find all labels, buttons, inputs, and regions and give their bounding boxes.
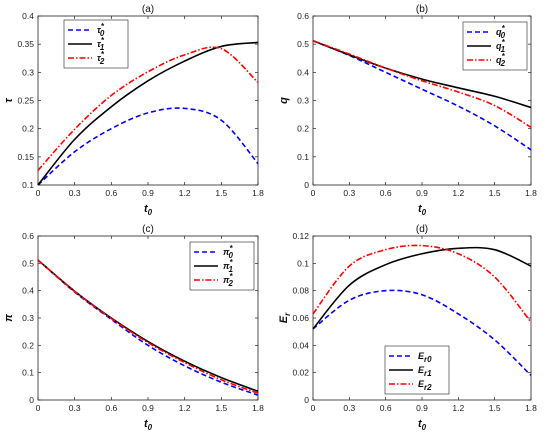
legend-entry-0: π* 0 xyxy=(223,244,234,260)
x-tick-label: 0 xyxy=(36,403,41,413)
y-tick-label: 0 xyxy=(304,395,309,405)
y-tick-label: 0.35 xyxy=(17,39,34,49)
y-tick-label: 0.6 xyxy=(22,231,34,241)
y-axis-label: Er xyxy=(278,312,292,323)
y-tick-label: 0.5 xyxy=(22,258,34,268)
x-tick-label: 1.8 xyxy=(525,188,537,198)
subplot-a: 0 0.3 0.6 0.9 1.2 1.5 1.8 0.1 0.15 0.2 0.25 0.3 0.35… xyxy=(3,4,264,217)
y-tick-label: 0.06 xyxy=(292,313,309,323)
x-tick-label: 1.5 xyxy=(215,403,227,413)
y-tick-label: 0 xyxy=(304,180,309,190)
x-tick-label: 0.3 xyxy=(69,403,81,413)
x-tick-label: 1.5 xyxy=(215,188,227,198)
y-tick-label: 0.5 xyxy=(297,39,309,49)
y-tick-label: 0.2 xyxy=(22,340,34,350)
legend: τ* 0τ* 1τ* 2 xyxy=(63,19,129,69)
x-tick-label: 1.8 xyxy=(252,403,264,413)
x-tick-label: 0.3 xyxy=(343,403,355,413)
series-line-2 xyxy=(37,259,259,394)
y-axis-label: τ xyxy=(3,98,15,103)
y-axis-label: q xyxy=(278,97,290,104)
subplot-d: 0 0.3 0.6 0.9 1.2 1.5 1.8 0 0.02 0.04 0.06 0.08 0.1 0… xyxy=(278,224,537,432)
legend-box xyxy=(384,345,450,395)
series-line-0 xyxy=(312,289,532,376)
series-line-2 xyxy=(312,40,532,128)
legend-entry-2: Er2 xyxy=(418,379,432,392)
legend-entry-1: π* 1 xyxy=(223,258,234,274)
subplot-c: 0 0.3 0.6 0.9 1.2 1.5 1.8 0 0.1 0.2 0.3 0.4 0.5 0.6 (c… xyxy=(3,224,264,432)
y-tick-label: 0.1 xyxy=(22,368,34,378)
y-tick-label: 0.4 xyxy=(297,67,309,77)
x-axis-label: t0 xyxy=(144,418,153,432)
y-tick-label: 0.02 xyxy=(292,368,309,378)
legend-entry-1: q* 1 xyxy=(496,38,506,54)
x-tick-label: 1.2 xyxy=(452,188,464,198)
y-tick-label: 0.3 xyxy=(22,313,34,323)
legend-entry-1: τ* 1 xyxy=(97,36,105,52)
legend-entry-0: Er0 xyxy=(418,351,432,364)
legend-entry-2: π* 2 xyxy=(223,272,234,288)
x-tick-label: 1.8 xyxy=(525,403,537,413)
x-tick-label: 0 xyxy=(311,403,316,413)
legend-entry-0: q* 0 xyxy=(496,24,506,40)
x-axis-label: t0 xyxy=(418,418,427,432)
legend-entry-2: q* 2 xyxy=(496,52,506,68)
subplot-title: (b) xyxy=(416,4,428,15)
subplot-title: (c) xyxy=(142,224,154,235)
x-tick-label: 0.9 xyxy=(142,188,154,198)
y-tick-label: 0.2 xyxy=(297,124,309,134)
legend: π* 0π* 1π* 2 xyxy=(189,241,255,291)
x-axis-label: t0 xyxy=(144,203,153,217)
legend-entry-0: τ* 0 xyxy=(97,22,105,38)
x-axis-label: t0 xyxy=(418,203,427,217)
subplot-title: (a) xyxy=(142,4,154,15)
x-tick-label: 0.6 xyxy=(380,188,392,198)
x-tick-label: 0.3 xyxy=(69,188,81,198)
x-tick-label: 1.2 xyxy=(452,403,464,413)
y-tick-label: 0.6 xyxy=(297,11,309,21)
y-tick-label: 0.1 xyxy=(297,152,309,162)
x-tick-label: 0 xyxy=(36,188,41,198)
x-tick-label: 0 xyxy=(311,188,316,198)
x-tick-label: 0.6 xyxy=(105,188,117,198)
subplot-title: (d) xyxy=(416,224,428,235)
y-tick-label: 0.1 xyxy=(22,180,34,190)
y-tick-label: 0.04 xyxy=(292,340,309,350)
x-tick-label: 1.2 xyxy=(179,188,191,198)
series-line-2 xyxy=(312,244,532,323)
y-tick-label: 0.1 xyxy=(297,258,309,268)
legend: q* 0q* 1q* 2 xyxy=(462,21,528,71)
y-tick-label: 0.2 xyxy=(22,124,34,134)
y-tick-label: 0.25 xyxy=(17,96,34,106)
series-line-2 xyxy=(37,46,259,171)
x-tick-label: 1.2 xyxy=(179,403,191,413)
legend-entry-1: Er1 xyxy=(418,365,432,378)
x-tick-label: 0.9 xyxy=(416,188,428,198)
y-tick-label: 0.4 xyxy=(22,11,34,21)
y-tick-label: 0.15 xyxy=(17,152,34,162)
x-tick-label: 0.6 xyxy=(105,403,117,413)
x-tick-label: 0.9 xyxy=(416,403,428,413)
y-tick-label: 0 xyxy=(29,395,34,405)
y-tick-label: 0.3 xyxy=(22,67,34,77)
x-tick-label: 0.6 xyxy=(380,403,392,413)
y-tick-label: 0.08 xyxy=(292,286,309,296)
x-tick-label: 1.8 xyxy=(252,188,264,198)
series-line-1 xyxy=(37,41,259,186)
y-tick-label: 0.12 xyxy=(292,231,309,241)
x-tick-label: 1.5 xyxy=(489,403,501,413)
legend-entry-2: τ* 2 xyxy=(97,50,105,66)
y-axis-label: π xyxy=(3,314,15,322)
series-line-0 xyxy=(37,107,259,186)
x-tick-label: 1.5 xyxy=(489,188,501,198)
x-tick-label: 0.3 xyxy=(343,188,355,198)
subplot-b: 0 0.3 0.6 0.9 1.2 1.5 1.8 0 0.1 0.2 0.3 0.4 0.5 0.6 (b… xyxy=(278,4,537,217)
series-line-1 xyxy=(312,246,532,330)
series-line-0 xyxy=(312,40,532,151)
y-tick-label: 0.4 xyxy=(22,286,34,296)
x-tick-label: 0.9 xyxy=(142,403,154,413)
y-tick-label: 0.3 xyxy=(297,96,309,106)
